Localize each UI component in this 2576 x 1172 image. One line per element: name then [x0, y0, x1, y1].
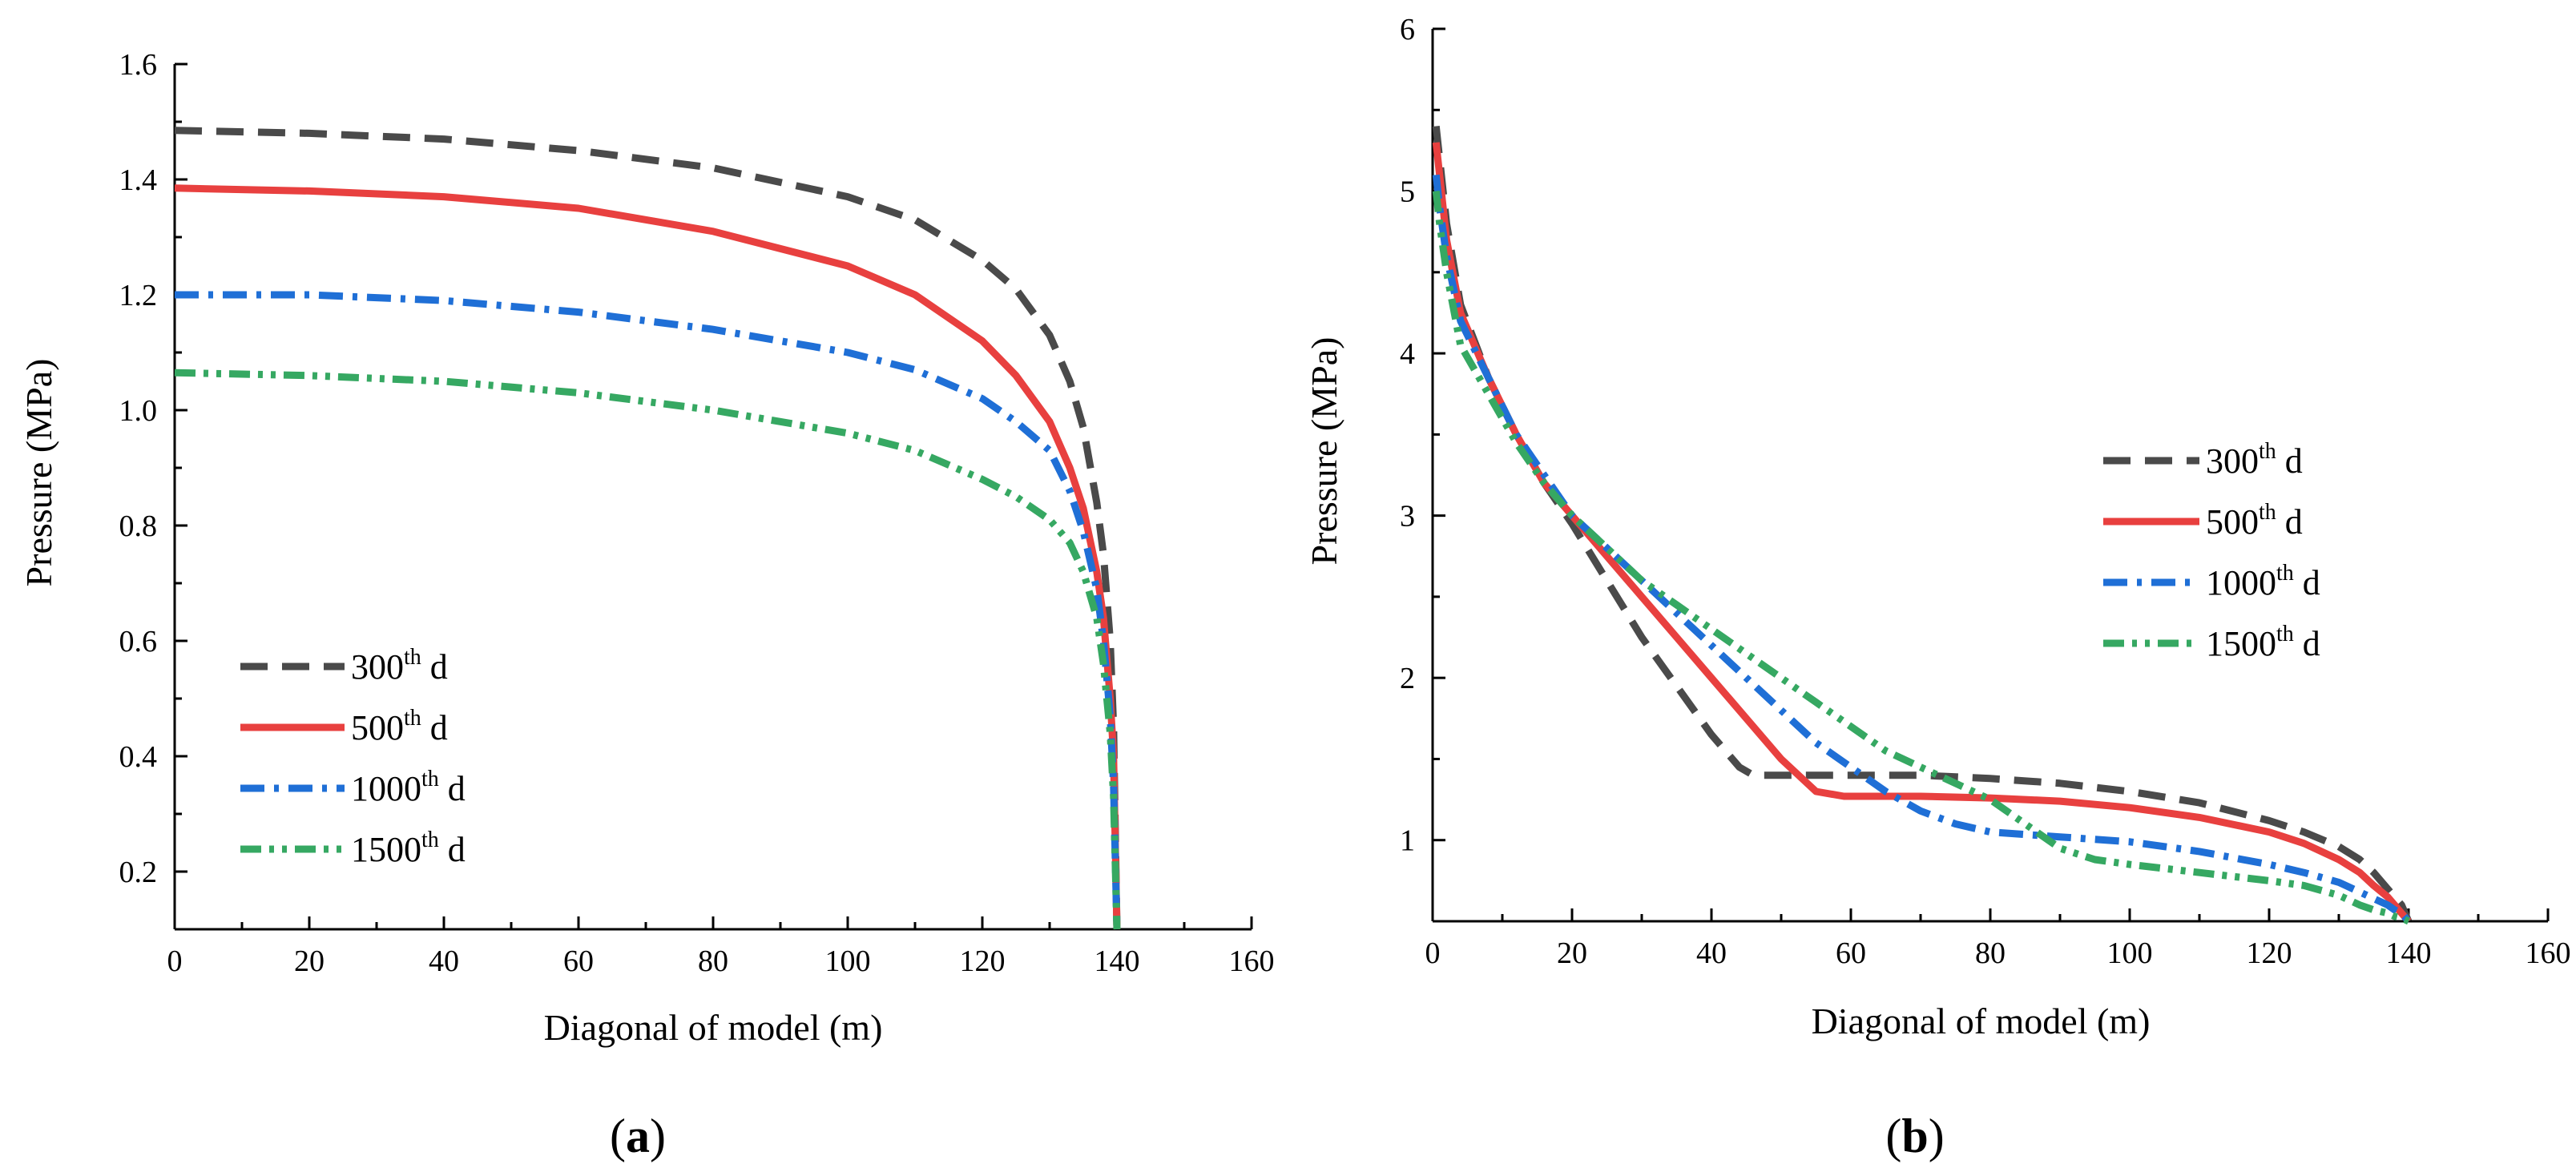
y-tick-label: 4 — [1400, 337, 1415, 371]
y-tick-label: 0.4 — [119, 740, 158, 774]
y-tick-label: 1.2 — [119, 279, 158, 312]
y-tick-label: 1.6 — [119, 48, 158, 82]
plot-area-a: 0 20 40 60 80 100 120 140 160 0.2 0.4 0.6 0.8 1.0 1.2 1… — [119, 48, 1275, 978]
panel-label-b: (b) — [1885, 1110, 1944, 1162]
legend-label-1500th-d: 1500th d — [351, 828, 466, 869]
series-line-300th-d — [174, 127, 1121, 930]
legend-label-300th-d: 300th d — [351, 645, 448, 687]
legend-label-500th-d: 500th d — [2206, 500, 2303, 542]
y-tick-label: 2 — [1400, 662, 1415, 695]
series-line-1000th-d — [1432, 174, 2412, 924]
y-tick-label: 1 — [1400, 824, 1415, 858]
legend: 300th d 500th d 1000th d 1500th d — [2103, 439, 2320, 663]
legend-label-500th-d: 500th d — [351, 706, 448, 747]
y-axis-title-a: Pressure (MPa) — [18, 359, 59, 587]
y-tick-label: 5 — [1400, 175, 1415, 209]
x-tick-label: 20 — [294, 944, 325, 978]
panel-label-a: (a) — [610, 1110, 666, 1162]
x-axis-title-a: Diagonal of model (m) — [544, 1007, 883, 1048]
x-tick-label: 60 — [1836, 936, 1866, 970]
x-tick-label: 160 — [1229, 944, 1275, 978]
x-tick-label: 0 — [1425, 936, 1441, 970]
y-tick-label: 0.6 — [119, 625, 158, 658]
legend-label-1000th-d: 1000th d — [351, 767, 466, 808]
legend-label-300th-d: 300th d — [2206, 439, 2303, 481]
legend-label-1000th-d: 1000th d — [2206, 561, 2320, 602]
x-tick-label: 80 — [698, 944, 728, 978]
series-line-500th-d — [1432, 142, 2412, 924]
y-tick-label: 1.0 — [119, 394, 158, 428]
x-tick-label: 140 — [2386, 936, 2432, 970]
y-axis-title-b: Pressure (MPa) — [1304, 337, 1344, 566]
panel-a: 0 20 40 60 80 100 120 140 160 0.2 0.4 0.6 0.8 1.0 1.2 1… — [18, 48, 1275, 1162]
series-line-1500th-d — [174, 369, 1121, 930]
y-tick-label: 6 — [1400, 13, 1415, 46]
series-line-1500th-d — [1432, 191, 2410, 925]
panel-b: 0 20 40 60 80 100 120 140 160 1 2 3 4 5 6 300th d 500th … — [1304, 13, 2571, 1162]
x-tick-label: 120 — [960, 944, 1006, 978]
x-tick-label: 80 — [1975, 936, 2006, 970]
legend: 300th d 500th d 1000th d 1500th d — [240, 645, 466, 869]
x-axis-title-b: Diagonal of model (m) — [1812, 1001, 2151, 1041]
y-tick-label: 1.4 — [119, 163, 158, 197]
x-tick-label: 160 — [2526, 936, 2571, 970]
x-tick-label: 40 — [1696, 936, 1727, 970]
x-tick-label: 100 — [2107, 936, 2153, 970]
y-tick-label: 3 — [1400, 500, 1415, 534]
y-tick-label: 0.8 — [119, 509, 158, 543]
plot-area-b: 0 20 40 60 80 100 120 140 160 1 2 3 4 5 6 300th d 500th … — [1400, 13, 2571, 970]
x-tick-label: 20 — [1557, 936, 1587, 970]
legend-label-1500th-d: 1500th d — [2206, 622, 2320, 663]
x-tick-label: 100 — [825, 944, 871, 978]
x-tick-label: 120 — [2247, 936, 2292, 970]
series-line-1000th-d — [175, 291, 1121, 930]
x-tick-label: 0 — [167, 944, 183, 978]
x-tick-label: 40 — [429, 944, 459, 978]
series-line-500th-d — [174, 184, 1121, 930]
y-tick-label: 0.2 — [119, 856, 158, 889]
x-tick-label: 140 — [1094, 944, 1140, 978]
x-tick-label: 60 — [563, 944, 594, 978]
